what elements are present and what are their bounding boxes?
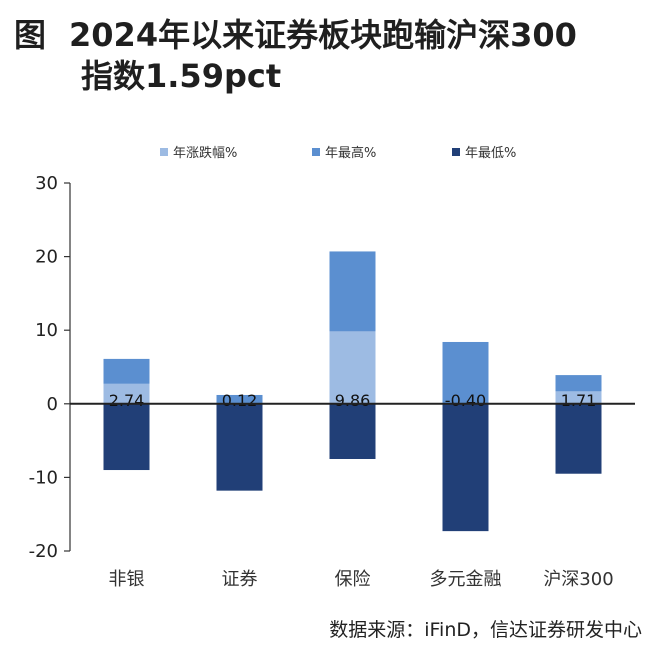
- legend: 年涨跌幅% 年最高% 年最低%: [0, 142, 660, 162]
- data-source-note: 数据来源：iFinD，信达证券研发中心: [329, 619, 642, 641]
- data-label: 2.74: [109, 391, 145, 410]
- y-tick-label: 20: [35, 247, 58, 268]
- legend-label-low: 年最低%: [465, 146, 517, 161]
- y-tick-label: -20: [29, 541, 58, 562]
- data-label: 0.12: [222, 391, 258, 410]
- x-category-label: 非银: [109, 569, 145, 590]
- legend-label-change: 年涨跌幅%: [173, 146, 238, 161]
- x-category-label: 证券: [222, 569, 258, 590]
- x-category-label: 沪深300: [543, 569, 613, 590]
- data-label: -0.40: [445, 391, 486, 410]
- figure-label: 图: [14, 16, 48, 54]
- y-tick-label: -10: [29, 467, 58, 488]
- legend-item-change: 年涨跌幅%: [160, 142, 237, 161]
- bar-change: [555, 391, 602, 404]
- x-category-label: 多元金融: [430, 569, 502, 590]
- data-label: 1.71: [561, 391, 597, 410]
- data-label: 9.86: [335, 391, 371, 410]
- bar-high: [442, 341, 489, 404]
- legend-swatch-high: [312, 147, 320, 156]
- title-line-1: 2024年以来证券板块跑输沪深300: [69, 16, 577, 54]
- x-category-label: 保险: [335, 569, 371, 590]
- bar-low: [555, 403, 602, 474]
- legend-swatch-low: [452, 147, 460, 156]
- bar-low: [442, 403, 489, 532]
- bar-low: [216, 403, 263, 491]
- legend-label-high: 年最高%: [325, 146, 377, 161]
- bar-high: [216, 394, 263, 404]
- bar-low: [103, 403, 150, 471]
- bar-change: [103, 383, 150, 404]
- bar-change: [329, 331, 376, 404]
- y-tick-label: 10: [35, 320, 58, 341]
- y-tick-label: 0: [47, 394, 58, 415]
- bar-low: [329, 403, 376, 459]
- legend-item-low: 年最低%: [452, 142, 516, 161]
- legend-swatch-change: [160, 147, 168, 156]
- bar-chart: 30 20 10 0 -10 -20 2.74 非银 0.12 证券 9.86 保险 -0.40 多元金融…: [29, 173, 635, 590]
- chart-title: 图 2024年以来证券板块跑输沪深300 指数1.59pct: [14, 10, 577, 96]
- title-line-2: 指数1.59pct: [81, 57, 282, 95]
- y-tick-label: 30: [35, 173, 58, 194]
- legend-item-high: 年最高%: [312, 142, 376, 161]
